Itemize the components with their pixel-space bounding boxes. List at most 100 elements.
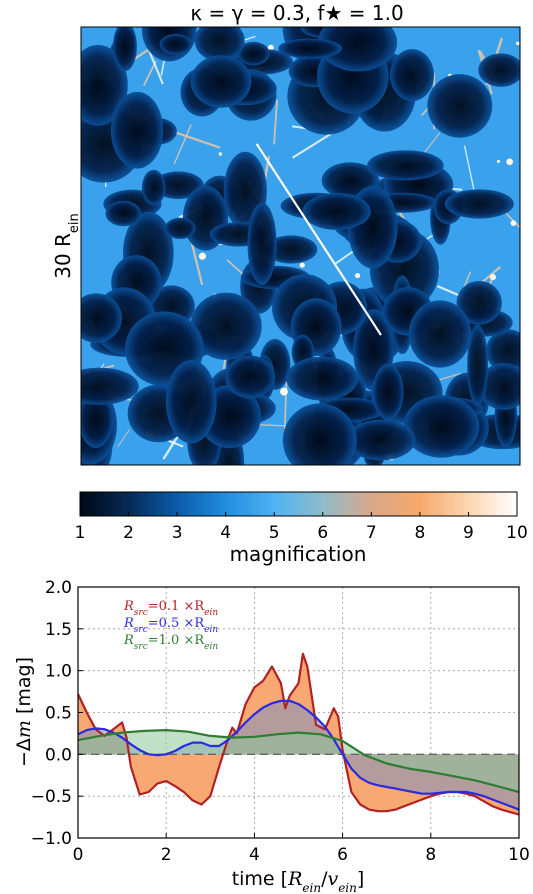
y-tick-label: 0.0	[45, 745, 72, 765]
dark-region	[264, 235, 318, 264]
dark-region	[444, 189, 514, 219]
dark-region	[164, 217, 196, 240]
caustic-spot	[299, 262, 305, 268]
dark-region	[485, 329, 520, 373]
x-tick-label: 8	[425, 845, 436, 865]
colorbar-tick-label: 3	[172, 523, 183, 543]
map-side-label: 30 Rein	[51, 213, 82, 279]
caustic-spot	[198, 252, 206, 260]
colorbar-tick-label: 10	[506, 523, 528, 543]
caustic-spot	[280, 387, 288, 396]
colorbar	[79, 491, 518, 517]
colorbar-tick-label: 4	[220, 523, 231, 543]
series-line-3	[78, 729, 519, 794]
caustic-spot	[515, 41, 520, 46]
colorbar-tick-label: 5	[269, 523, 280, 543]
x-tick-label: 6	[337, 845, 348, 865]
x-tick-label: 10	[508, 845, 530, 865]
dark-region	[372, 363, 404, 421]
dark-region	[225, 355, 275, 399]
caustic-line	[173, 124, 192, 165]
x-tick-label: 2	[161, 845, 172, 865]
caustic-line	[171, 130, 221, 149]
dark-region	[286, 356, 359, 401]
y-tick-label: 2.0	[45, 578, 72, 598]
series-fill-2	[78, 700, 519, 810]
dark-region	[403, 395, 480, 458]
light-curve-plot: 0 2 4 6 8 10 −1.0 −0.5 0.0 0.5 1.0 1.5 2.0 Rsrc=0.1 …	[31, 578, 530, 865]
colorbar-tick-label: 7	[366, 523, 377, 543]
colorbar-ticks: 1 2 3 4 5 6 7 8 9 10	[75, 512, 528, 543]
dark-region	[81, 367, 139, 405]
y-tick-label: 1.0	[45, 662, 72, 682]
dark-region	[152, 171, 204, 200]
y-tick-label: −0.5	[31, 787, 72, 807]
demagnified-regions	[81, 27, 520, 465]
dark-region	[81, 44, 128, 126]
dark-region	[478, 363, 520, 410]
dark-region	[105, 200, 142, 227]
legend-entry: Rsrc=1.0 ×Rein	[123, 633, 218, 652]
legend-entry: Rsrc=0.1 ×Rein	[123, 599, 218, 618]
dark-region	[467, 324, 488, 407]
caustic-spot	[489, 274, 496, 281]
y-tick-label: 1.5	[45, 620, 72, 640]
caustic-line	[117, 429, 130, 448]
series-fills	[78, 653, 519, 815]
caustic-spot	[510, 220, 517, 227]
series-lines	[78, 652, 519, 816]
caustic-line	[273, 99, 278, 145]
dark-region	[345, 419, 416, 461]
dark-region	[237, 41, 270, 66]
legend-entry: Rsrc=0.5 ×Rein	[123, 616, 218, 635]
dark-region	[194, 27, 245, 62]
dark-region	[408, 300, 472, 368]
dark-region	[110, 91, 164, 169]
dark-region	[478, 53, 520, 87]
dark-region	[390, 49, 435, 102]
caustic-line	[142, 60, 157, 87]
series-line-1	[78, 652, 519, 816]
dark-region	[278, 38, 343, 59]
dark-region	[81, 293, 122, 343]
caustic-spot	[355, 272, 361, 279]
colorbar-tick-label: 9	[463, 523, 474, 543]
map-title: κ = γ = 0.3, f★ = 1.0	[190, 1, 403, 25]
y-axis-label: −Δm [mag]	[13, 657, 35, 767]
series-fill-3	[78, 730, 519, 792]
caustic-spot	[496, 159, 501, 163]
dark-region	[165, 360, 217, 444]
dark-region	[159, 33, 192, 55]
caustic-line	[463, 145, 475, 191]
dark-region	[190, 55, 252, 108]
colorbar-tick-label: 2	[123, 523, 134, 543]
dark-region	[141, 169, 166, 206]
colorbar-tick-label: 1	[75, 523, 86, 543]
dark-region	[302, 193, 371, 230]
colorbar-label: magnification	[230, 542, 367, 566]
source-path-line	[255, 143, 382, 336]
y-tick-label: −1.0	[31, 829, 72, 849]
colorbar-tick-label: 6	[317, 523, 328, 543]
dark-region	[190, 292, 262, 360]
dark-region	[112, 27, 137, 72]
caustic-spot	[218, 152, 223, 156]
caustic-spot	[267, 44, 274, 51]
dark-region	[282, 403, 357, 465]
x-tick-label: 0	[73, 845, 84, 865]
x-axis-label: time [Rein/vein]	[232, 868, 365, 894]
plot-axes: 0 2 4 6 8 10 −1.0 −0.5 0.0 0.5 1.0 1.5 2.0	[31, 578, 530, 865]
caustic-spot	[506, 158, 513, 166]
dark-region	[427, 74, 493, 138]
colorbar-tick-label: 8	[414, 523, 425, 543]
y-tick-label: 0.5	[45, 704, 72, 724]
dark-region	[367, 150, 444, 181]
dark-region	[247, 202, 277, 286]
magnification-map	[81, 27, 520, 465]
dark-region	[318, 27, 398, 72]
caustic-line	[148, 49, 164, 85]
map-frame	[80, 26, 521, 466]
dark-region	[456, 280, 502, 325]
